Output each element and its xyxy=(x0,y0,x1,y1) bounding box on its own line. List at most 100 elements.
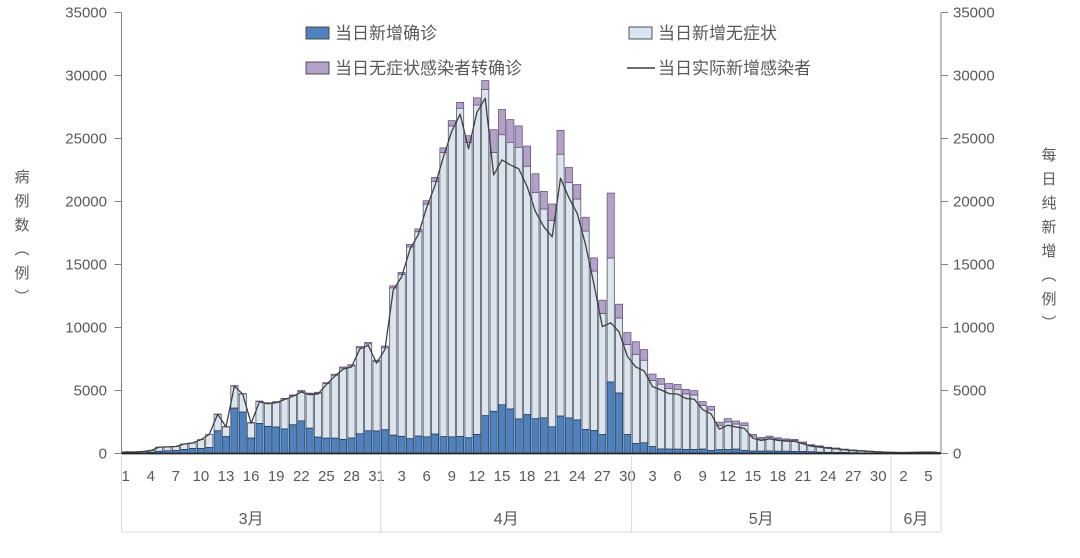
bar-asymptomatic xyxy=(432,181,439,434)
right-y-tick-label: 35000 xyxy=(953,5,995,22)
left-y-tick-label: 20000 xyxy=(65,194,107,211)
bar-converted xyxy=(699,402,706,406)
right-y-tick-label: 15000 xyxy=(953,257,995,274)
bar-asymptomatic xyxy=(498,135,505,405)
bar-confirmed xyxy=(298,421,305,454)
bar-confirmed xyxy=(340,439,347,453)
bar-asymptomatic xyxy=(415,232,422,436)
bar-confirmed xyxy=(423,437,430,454)
bar-converted xyxy=(615,304,622,318)
bar-confirmed xyxy=(649,447,656,454)
bar-converted xyxy=(624,333,631,345)
x-day-label: 3 xyxy=(397,468,405,485)
bar-converted xyxy=(758,437,765,439)
bar-confirmed xyxy=(415,436,422,453)
bar-asymptomatic xyxy=(373,362,380,431)
bar-confirmed xyxy=(532,419,539,454)
x-day-label: 1 xyxy=(122,468,130,485)
bar-converted xyxy=(532,174,539,193)
bar-asymptomatic xyxy=(599,313,606,434)
right-y-tick-label: 0 xyxy=(953,446,961,463)
svg-text:日: 日 xyxy=(1041,171,1056,188)
bar-asymptomatic xyxy=(356,348,363,434)
bar-asymptomatic xyxy=(398,275,405,437)
bar-converted xyxy=(515,126,522,147)
bar-confirmed xyxy=(273,427,280,453)
x-day-label: 15 xyxy=(494,468,511,485)
svg-text:病: 病 xyxy=(14,169,29,186)
bar-asymptomatic xyxy=(222,427,229,437)
bar-converted xyxy=(590,258,597,271)
x-day-label: 19 xyxy=(268,468,285,485)
svg-text:纯: 纯 xyxy=(1041,195,1056,212)
bar-confirmed xyxy=(557,416,564,453)
x-day-label: 18 xyxy=(519,468,536,485)
x-month-label: 4月 xyxy=(494,511,519,528)
x-day-label: 27 xyxy=(594,468,611,485)
bar-asymptomatic xyxy=(256,401,263,423)
bar-confirmed xyxy=(565,418,572,454)
x-day-label: 3 xyxy=(648,468,656,485)
bar-confirmed xyxy=(365,431,372,454)
bar-confirmed xyxy=(222,437,229,454)
right-y-tick-label: 5000 xyxy=(953,383,986,400)
bar-converted xyxy=(666,384,673,389)
bar-confirmed xyxy=(457,436,464,453)
bar-asymptomatic xyxy=(657,384,664,449)
bar-confirmed xyxy=(507,409,514,453)
svg-text:例: 例 xyxy=(1041,291,1056,308)
left-axis-title: 病例数︵例︶ xyxy=(14,169,29,306)
net-new-infections-line xyxy=(126,98,937,452)
bar-confirmed xyxy=(490,411,497,453)
bar-converted xyxy=(766,436,773,437)
bar-asymptomatic xyxy=(448,126,455,437)
bar-asymptomatic xyxy=(323,384,330,439)
bar-confirmed xyxy=(615,393,622,453)
bar-asymptomatic xyxy=(423,204,430,437)
x-day-label: 13 xyxy=(218,468,235,485)
bar-asymptomatic xyxy=(532,193,539,419)
legend-label: 当日无症状感染者转确诊 xyxy=(335,59,522,78)
x-day-label: 31 xyxy=(368,468,385,485)
svg-text:例: 例 xyxy=(14,265,29,282)
x-day-label: 5 xyxy=(924,468,932,485)
bars-asymptomatic-group xyxy=(122,89,940,453)
x-day-label: 4 xyxy=(147,468,155,485)
bar-asymptomatic xyxy=(515,147,522,419)
bar-confirmed xyxy=(574,420,581,454)
bar-confirmed xyxy=(390,435,397,453)
right-y-tick-label: 25000 xyxy=(953,131,995,148)
bar-asymptomatic xyxy=(281,399,288,429)
bar-confirmed xyxy=(356,434,363,454)
bar-asymptomatic xyxy=(482,89,489,415)
bar-asymptomatic xyxy=(248,423,255,438)
left-y-tick-label: 5000 xyxy=(74,383,107,400)
x-month-label: 6月 xyxy=(903,511,928,528)
bar-asymptomatic xyxy=(490,152,497,411)
right-y-tick-label: 10000 xyxy=(953,320,995,337)
bar-asymptomatic xyxy=(707,410,714,450)
bar-converted xyxy=(314,392,321,393)
left-y-tick-label: 25000 xyxy=(65,131,107,148)
bar-asymptomatic xyxy=(331,375,338,438)
bar-asymptomatic xyxy=(582,231,589,429)
bar-converted xyxy=(557,130,564,154)
bar-converted xyxy=(365,342,372,343)
svg-text:例: 例 xyxy=(14,193,29,210)
bar-asymptomatic xyxy=(565,183,572,418)
bar-confirmed xyxy=(582,429,589,453)
legend-label: 当日实际新增感染者 xyxy=(658,59,811,78)
bar-converted xyxy=(674,385,681,390)
left-y-tick-label: 30000 xyxy=(65,68,107,85)
x-month-label: 3月 xyxy=(239,511,264,528)
bar-converted xyxy=(582,217,589,231)
x-day-label: 10 xyxy=(193,468,210,485)
x-day-label: 12 xyxy=(719,468,736,485)
bar-asymptomatic xyxy=(273,402,280,427)
x-day-label: 25 xyxy=(318,468,335,485)
bar-asymptomatic xyxy=(365,344,372,431)
svg-text:新: 新 xyxy=(1041,219,1056,236)
bar-asymptomatic xyxy=(473,105,480,434)
x-day-label: 9 xyxy=(699,468,707,485)
